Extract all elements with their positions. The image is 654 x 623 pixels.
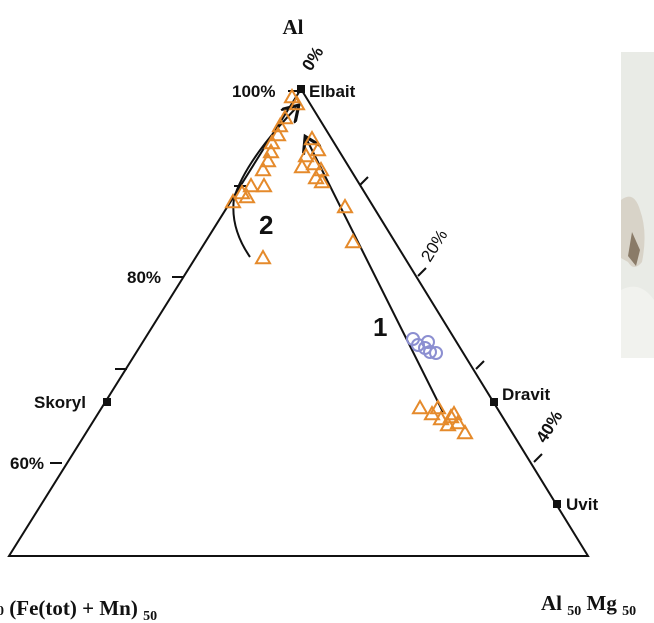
triangle-marker — [283, 87, 301, 104]
triangle-marker — [224, 192, 242, 209]
skoryl-marker — [103, 398, 111, 406]
triangle-marker — [307, 168, 325, 185]
circle-marker — [421, 335, 435, 349]
triangle-marker — [305, 154, 323, 171]
right-edge-ticks — [359, 176, 543, 463]
triangle-marker — [254, 160, 272, 177]
circle-marker — [423, 345, 437, 359]
triangle-marker — [449, 413, 467, 430]
left-tick-80-label: 80% — [127, 268, 161, 287]
triangle-marker — [439, 415, 457, 432]
uvit-marker — [553, 500, 561, 508]
left-tick-60-label: 60% — [10, 454, 44, 473]
triangle-marker — [429, 398, 447, 415]
right-tick-20-label: 20% — [417, 226, 451, 265]
triangle-marker — [293, 157, 311, 174]
vertex-bottom-left-label: 50 (Fe(tot) + Mn) 50 — [0, 596, 157, 623]
triangle-marker — [276, 108, 294, 125]
triangle-marker — [269, 125, 287, 142]
skoryl-label: Skoryl — [34, 393, 86, 412]
trend-2-label: 2 — [259, 210, 273, 240]
triangle-marker — [242, 176, 260, 193]
triangle-marker — [259, 151, 277, 168]
ternary-triangle — [7, 87, 590, 557]
triangle-marker — [313, 172, 331, 189]
triangle-marker — [456, 423, 474, 440]
trend-arrow-1 — [307, 140, 444, 413]
dravit-marker — [490, 398, 498, 406]
uvit-label: Uvit — [566, 495, 598, 514]
triangle-marker — [238, 187, 256, 204]
dravit-label: Dravit — [502, 385, 551, 404]
data-points — [224, 87, 474, 440]
mineral-photo — [621, 52, 654, 358]
triangle-marker — [432, 409, 450, 426]
right-tick-0-label: 0% — [298, 43, 327, 74]
right-tick-40-label: 40% — [532, 407, 566, 446]
left-tick-100-label: 100% — [232, 82, 275, 101]
triangle-marker — [344, 232, 362, 249]
elbait-label: Elbait — [309, 82, 356, 101]
triangle-marker — [303, 129, 321, 146]
elbait-marker — [297, 85, 305, 93]
triangle-marker — [297, 146, 315, 163]
vertex-top-label: Al — [283, 15, 304, 39]
triangle-marker — [445, 404, 463, 421]
triangle-marker — [288, 94, 306, 111]
triangle-marker — [411, 398, 429, 415]
end-member-markers — [103, 85, 561, 508]
triangle-marker — [309, 140, 327, 157]
trend-1-label: 1 — [373, 312, 387, 342]
circle-marker — [411, 338, 425, 352]
vertex-bottom-right-label: Al 50 Mg 50 — [541, 591, 636, 620]
triangle-marker — [336, 197, 354, 214]
triangle-marker — [254, 248, 272, 265]
triangle-marker — [255, 176, 273, 193]
circle-marker — [429, 346, 443, 360]
